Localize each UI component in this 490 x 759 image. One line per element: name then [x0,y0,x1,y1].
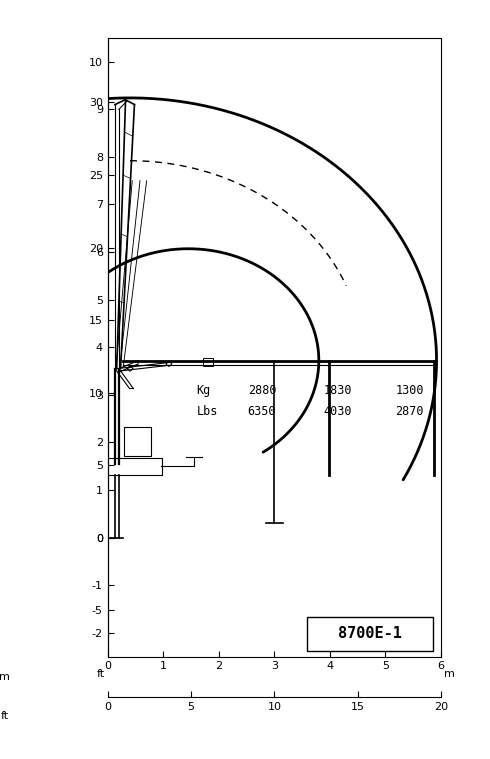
Text: ft: ft [0,711,8,721]
Text: 1830: 1830 [323,383,352,396]
Text: ft: ft [97,669,104,679]
Text: m: m [0,672,10,682]
Bar [203,357,213,367]
Text: Kg: Kg [196,383,211,396]
Text: 8700E-1: 8700E-1 [338,626,402,641]
Text: 2870: 2870 [395,405,424,418]
Text: 6350: 6350 [248,405,276,418]
Text: m: m [444,669,455,679]
Text: Lbs: Lbs [196,405,218,418]
Text: 2880: 2880 [248,383,276,396]
Text: 4030: 4030 [323,405,352,418]
Bar [107,458,162,475]
Bar [307,616,433,650]
Text: 1300: 1300 [395,383,424,396]
Bar [124,427,151,455]
